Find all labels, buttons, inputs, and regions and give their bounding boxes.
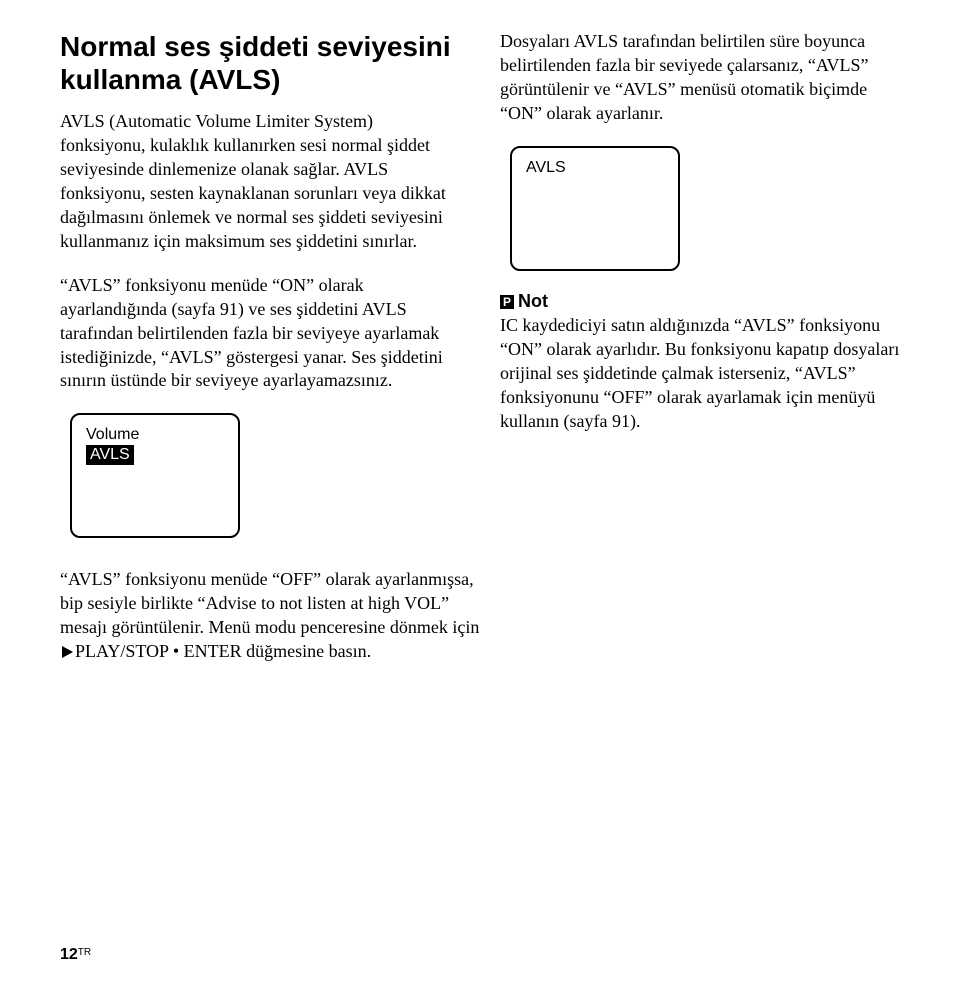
page: Normal ses şiddeti seviyesini kullanma (… xyxy=(0,0,960,984)
page-number: 12TR xyxy=(60,936,900,964)
button-name-text: PLAY/STOP • ENTER xyxy=(75,641,242,661)
page-language-code: TR xyxy=(78,947,91,958)
right-column: Dosyaları AVLS tarafından belirtilen sür… xyxy=(500,30,900,558)
section-heading: Normal ses şiddeti seviyesini kullanma (… xyxy=(60,30,460,96)
lcd-display-box: Volume AVLS xyxy=(70,413,240,538)
note-label: Not xyxy=(518,291,548,311)
two-column-layout: Normal ses şiddeti seviyesini kullanma (… xyxy=(60,30,900,558)
note-text: IC kaydediciyi satın aldığınızda “AVLS” … xyxy=(500,314,900,434)
body-paragraph: AVLS (Automatic Volume Limiter System) f… xyxy=(60,110,460,254)
bottom-paragraph-block: “AVLS” fonksiyonu menüde “OFF” olarak ay… xyxy=(60,568,480,684)
lcd-line-highlight: AVLS xyxy=(86,445,134,465)
lcd-display-box: AVLS xyxy=(510,146,680,271)
body-text: “AVLS” fonksiyonu menüde “OFF” olarak ay… xyxy=(60,569,479,637)
note-icon: P xyxy=(500,295,514,309)
note-heading: P Not xyxy=(500,291,900,312)
body-paragraph: Dosyaları AVLS tarafından belirtilen sür… xyxy=(500,30,900,126)
play-icon xyxy=(62,646,73,658)
page-number-value: 12 xyxy=(60,946,78,963)
lcd-line: Volume xyxy=(86,425,224,445)
left-column: Normal ses şiddeti seviyesini kullanma (… xyxy=(60,30,460,558)
lcd-line: AVLS xyxy=(526,158,664,178)
body-paragraph: “AVLS” fonksiyonu menüde “ON” olarak aya… xyxy=(60,274,460,394)
body-paragraph: “AVLS” fonksiyonu menüde “OFF” olarak ay… xyxy=(60,568,480,664)
body-text: düğmesine basın. xyxy=(242,641,371,661)
